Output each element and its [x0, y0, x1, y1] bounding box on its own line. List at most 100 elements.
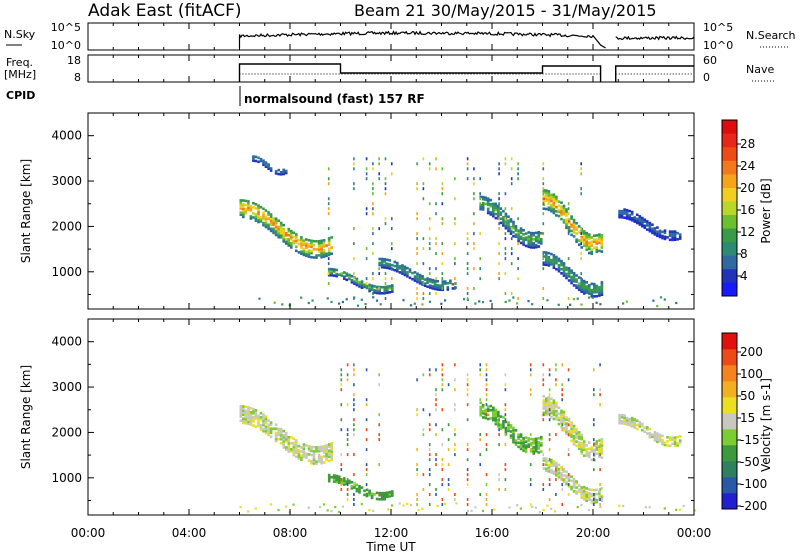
echo-cell — [575, 440, 578, 443]
echo-cell — [422, 292, 425, 295]
echo-cell — [385, 264, 389, 268]
echo-cell — [497, 210, 500, 214]
echo-cell — [307, 449, 311, 452]
echo-cell — [388, 284, 392, 288]
echo-cell — [416, 187, 418, 191]
echo-cell — [656, 434, 659, 437]
echo-cell — [565, 268, 568, 272]
echo-cell — [290, 235, 293, 239]
echo-cell — [494, 204, 498, 208]
echo-cell — [284, 242, 288, 245]
echo-cell — [327, 475, 331, 479]
echo-cell — [403, 267, 407, 271]
echo-cell — [504, 428, 508, 432]
echo-cell — [433, 287, 437, 291]
echo-cell — [454, 287, 456, 290]
echo-cell — [274, 219, 278, 223]
echo-cell — [325, 458, 328, 462]
echo-cell — [582, 238, 586, 241]
echo-cell — [247, 202, 250, 205]
echo-cell — [365, 177, 368, 181]
echo-cell — [254, 215, 258, 218]
echo-cell — [332, 480, 336, 483]
echo-cell — [567, 433, 570, 437]
echo-cell — [378, 413, 380, 417]
echo-cell — [509, 232, 513, 235]
echo-cell — [372, 277, 374, 281]
echo-cell — [595, 444, 599, 447]
echo-cell — [555, 473, 557, 477]
echo-cell — [272, 229, 275, 233]
echo-cell — [441, 468, 444, 472]
echo-cell — [625, 419, 629, 422]
echo-cell — [287, 444, 291, 447]
echo-cell — [332, 474, 336, 477]
echo-cell — [542, 232, 545, 236]
echo-cell — [242, 211, 245, 215]
echo-cell — [565, 418, 568, 421]
echo-cell — [284, 433, 288, 437]
echo-cell — [519, 445, 523, 449]
echo-cell — [577, 435, 581, 438]
echo-cell — [542, 187, 545, 191]
echo-cell — [529, 448, 532, 452]
echo-cell — [651, 433, 654, 437]
echo-cell — [570, 217, 573, 220]
echo-cell — [498, 222, 500, 226]
echo-cell — [555, 261, 558, 265]
echo-cell — [372, 167, 374, 171]
colorbar-swatch — [722, 147, 737, 161]
echo-cell — [372, 207, 374, 211]
echo-cell — [567, 267, 571, 270]
echo-cell — [380, 263, 384, 267]
echo-cell — [322, 239, 326, 242]
echo-cell — [330, 510, 333, 513]
echo-cell — [380, 261, 384, 265]
echo-cell — [560, 425, 563, 429]
y-tick-label: 2000 — [51, 219, 82, 233]
echo-cell — [630, 423, 634, 426]
echo-cell — [274, 229, 278, 233]
echo-cell — [580, 488, 583, 491]
echo-cell — [618, 211, 621, 215]
echo-cell — [254, 507, 257, 510]
echo-cell — [598, 455, 601, 459]
echo-cell — [498, 433, 500, 437]
echo-cell — [416, 493, 418, 496]
echo-cell — [600, 452, 604, 455]
echo-cell — [653, 233, 657, 236]
echo-cell — [638, 221, 642, 224]
echo-cell — [447, 448, 450, 452]
echo-cell — [353, 433, 355, 437]
echo-cell — [504, 252, 507, 256]
echo-cell — [502, 422, 505, 425]
echo-cell — [494, 216, 498, 220]
echo-cell — [595, 248, 599, 251]
echo-cell — [499, 423, 503, 427]
echo-cell — [552, 258, 556, 261]
echo-cell — [466, 478, 469, 482]
echo-cell — [527, 243, 530, 247]
echo-cell — [274, 433, 278, 437]
echo-cell — [545, 399, 548, 402]
echo-cell — [428, 413, 431, 417]
echo-cell — [577, 433, 581, 436]
echo-cell — [555, 465, 558, 469]
echo-cell — [281, 303, 284, 306]
echo-cell — [552, 199, 556, 203]
echo-cell — [363, 285, 366, 289]
echo-cell — [542, 195, 546, 198]
echo-cell — [623, 422, 626, 425]
echo-cell — [562, 410, 566, 414]
echo-cell — [334, 506, 337, 509]
echo-cell — [327, 453, 331, 456]
echo-cell — [542, 252, 545, 256]
echo-cell — [300, 246, 303, 249]
echo-cell — [552, 411, 556, 415]
echo-cell — [481, 204, 485, 207]
echo-cell — [548, 498, 551, 501]
echo-cell — [504, 220, 508, 224]
echo-cell — [562, 423, 566, 426]
echo-cell — [552, 209, 556, 213]
echo-cell — [557, 406, 561, 409]
